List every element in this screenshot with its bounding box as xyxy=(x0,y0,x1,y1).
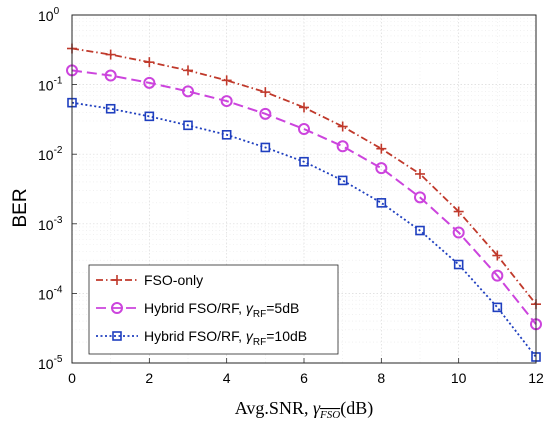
legend-label-suffix: =5dB xyxy=(266,300,299,316)
marker-square xyxy=(337,175,348,186)
marker-plus xyxy=(376,143,387,154)
x-tick-label: 12 xyxy=(528,370,544,386)
y-tick-base: 10 xyxy=(38,147,54,163)
legend-label-name: Hybrid FSO/RF, xyxy=(144,300,246,316)
marker-square xyxy=(105,103,116,114)
x-tick-label: 10 xyxy=(451,370,467,386)
y-tick-label: 10-5 xyxy=(38,354,63,372)
y-tick-label: 10-1 xyxy=(38,76,63,94)
x-tick-label: 0 xyxy=(68,370,76,386)
y-tick-label: 100 xyxy=(38,6,60,24)
marker-circle xyxy=(491,269,504,282)
marker-plus xyxy=(453,206,464,217)
marker-square xyxy=(144,111,155,122)
marker-plus xyxy=(112,275,122,285)
marker-circle xyxy=(414,191,426,204)
marker-square xyxy=(376,198,387,208)
x-axis-label-prefix: Avg.SNR, xyxy=(235,398,313,418)
marker-square xyxy=(221,129,232,140)
marker-plus xyxy=(337,121,348,132)
y-tick-base: 10 xyxy=(38,78,54,94)
y-tick-exponent: -4 xyxy=(54,284,63,295)
marker-circle xyxy=(336,140,349,153)
legend-item-1: FSO-only xyxy=(96,272,203,288)
marker-plus xyxy=(415,168,425,179)
y-tick-exponent: 0 xyxy=(54,6,60,17)
marker-square xyxy=(415,225,425,236)
marker-plus xyxy=(492,250,503,261)
x-tick-label: 2 xyxy=(145,370,153,386)
legend-label-name: Hybrid FSO/RF, xyxy=(144,328,246,344)
legend-label-symbol: γ xyxy=(246,328,254,344)
marker-square xyxy=(260,142,271,153)
legend-label: FSO-only xyxy=(144,272,203,288)
marker-plus xyxy=(105,49,116,60)
x-axis-label-subscript: FSO xyxy=(319,409,340,421)
legend-label: Hybrid FSO/RF, γRF=10dB xyxy=(144,328,307,348)
marker-plus xyxy=(260,87,271,98)
marker-circle xyxy=(111,302,123,314)
y-tick-base: 10 xyxy=(38,217,54,233)
series-line xyxy=(71,101,537,358)
marker-circle xyxy=(452,226,465,239)
y-tick-base: 10 xyxy=(38,356,54,372)
legend-label-symbol: γ xyxy=(246,300,254,316)
y-tick-label: 10-3 xyxy=(38,215,63,233)
marker-circle xyxy=(104,69,117,82)
y-tick-label: 10-4 xyxy=(38,284,63,302)
legend-label-suffix: =10dB xyxy=(266,328,307,344)
marker-circle xyxy=(182,85,194,98)
x-tick-label: 8 xyxy=(377,370,385,386)
legend-label-subscript: RF xyxy=(253,337,266,348)
marker-square xyxy=(299,156,309,167)
y-tick-base: 10 xyxy=(38,286,54,302)
y-tick-exponent: -5 xyxy=(54,354,63,365)
marker-circle xyxy=(143,76,156,89)
x-axis-label-symbol: γ xyxy=(313,398,321,418)
series-2 xyxy=(66,64,542,331)
legend-label: Hybrid FSO/RF, γRF=5dB xyxy=(144,300,299,320)
x-axis-label-unit: (dB) xyxy=(340,398,373,419)
x-tick-label: 4 xyxy=(223,370,231,386)
legend-item-2: Hybrid FSO/RF, γRF=5dB xyxy=(96,300,299,320)
marker-plus xyxy=(221,75,232,86)
marker-square xyxy=(183,120,193,131)
marker-square xyxy=(453,259,464,270)
y-tick-exponent: -1 xyxy=(54,76,63,87)
legend-item-3: Hybrid FSO/RF, γRF=10dB xyxy=(96,328,307,348)
marker-square xyxy=(112,331,122,341)
legend-label-name: FSO-only xyxy=(144,272,203,288)
y-tick-label: 10-2 xyxy=(38,145,63,163)
y-tick-exponent: -3 xyxy=(54,215,63,226)
marker-plus xyxy=(299,102,309,113)
marker-circle xyxy=(259,107,272,120)
marker-square xyxy=(492,302,503,313)
marker-circle xyxy=(220,95,233,108)
marker-plus xyxy=(144,57,155,68)
marker-circle xyxy=(375,162,388,175)
series-layer xyxy=(66,43,542,362)
y-tick-exponent: -2 xyxy=(54,145,63,156)
series-line xyxy=(71,69,537,325)
x-tick-label: 6 xyxy=(300,370,308,386)
y-tick-base: 10 xyxy=(38,8,54,24)
x-axis-label: Avg.SNR, γFSO(dB) xyxy=(235,398,373,421)
marker-plus xyxy=(183,65,193,76)
marker-circle xyxy=(298,123,310,136)
y-axis-label: BER xyxy=(10,188,31,227)
legend-label-subscript: RF xyxy=(253,309,266,320)
